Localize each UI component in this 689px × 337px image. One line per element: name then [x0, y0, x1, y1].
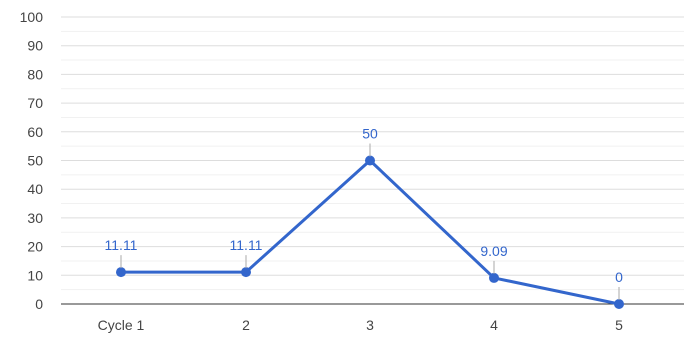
- data-label: 50: [362, 126, 378, 142]
- y-tick-label: 50: [27, 153, 43, 169]
- y-tick-label: 70: [27, 95, 43, 111]
- data-label: 9.09: [480, 243, 507, 259]
- x-tick-label: 4: [490, 317, 498, 333]
- series-line-group: [116, 155, 624, 309]
- y-tick-label: 90: [27, 38, 43, 54]
- data-point[interactable]: [365, 155, 375, 166]
- y-tick-label: 80: [27, 66, 43, 82]
- data-point[interactable]: [489, 272, 499, 283]
- y-tick-label: 10: [27, 267, 43, 283]
- y-tick-label: 20: [27, 239, 43, 255]
- data-point[interactable]: [241, 267, 251, 278]
- x-tick-label: 2: [242, 317, 250, 333]
- x-tick-label: Cycle 1: [98, 317, 145, 333]
- data-label: 0: [615, 269, 623, 285]
- data-label: 11.11: [105, 237, 138, 253]
- y-tick-label: 40: [27, 181, 43, 197]
- data-label: 11.11: [230, 237, 263, 253]
- y-tick-label: 60: [27, 124, 43, 140]
- data-point[interactable]: [116, 267, 126, 278]
- y-tick-label: 0: [35, 296, 43, 312]
- y-tick-label: 100: [20, 9, 44, 25]
- y-tick-label: 30: [27, 210, 43, 226]
- data-labels: 11.11 11.11 50 9.09 0: [105, 126, 623, 300]
- axes: 0 10 20 30 40 50 60 70 80 90 100 Cycle 1 2 3 4 5: [20, 9, 684, 333]
- grid-lines: [61, 16, 684, 291]
- data-point[interactable]: [614, 299, 624, 309]
- x-tick-label: 5: [615, 317, 623, 333]
- x-tick-label: 3: [366, 317, 374, 333]
